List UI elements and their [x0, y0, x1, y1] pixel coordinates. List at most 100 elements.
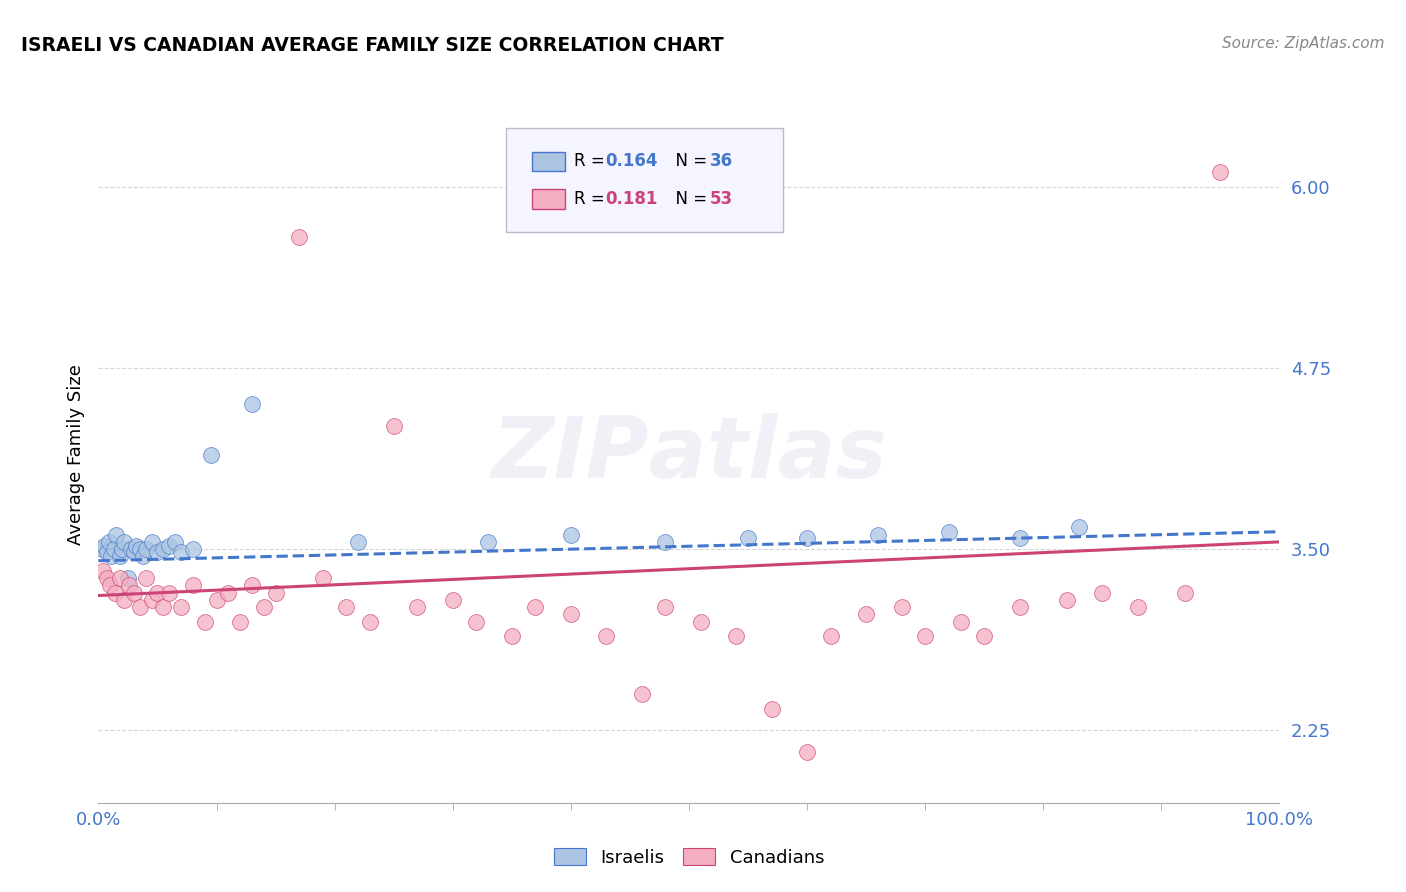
Point: [654, 535, 676, 549]
Point: [406, 600, 429, 615]
Text: R =: R =: [575, 153, 610, 170]
Point: [122, 585, 145, 599]
Point: [128, 542, 150, 557]
Text: Source: ZipAtlas.com: Source: ZipAtlas.com: [1222, 36, 1385, 51]
Point: [725, 629, 748, 643]
Point: [1209, 165, 1232, 179]
Point: [264, 585, 287, 599]
Point: [477, 535, 499, 549]
Point: [117, 571, 139, 585]
Point: [217, 585, 239, 599]
Point: [132, 549, 155, 564]
Point: [135, 542, 157, 557]
Point: [157, 585, 180, 599]
Point: [146, 545, 169, 559]
Point: [112, 535, 135, 549]
Point: [91, 564, 114, 578]
Point: [1174, 585, 1197, 599]
Point: [141, 535, 163, 549]
Point: [761, 701, 783, 715]
Point: [359, 615, 381, 629]
Point: [229, 615, 252, 629]
Point: [441, 593, 464, 607]
Point: [820, 629, 842, 643]
Point: [121, 542, 143, 557]
Point: [524, 600, 547, 615]
Point: [560, 527, 582, 541]
Point: [105, 527, 128, 541]
Point: [630, 687, 652, 701]
Point: [125, 539, 148, 553]
Text: R =: R =: [575, 190, 610, 208]
Point: [165, 535, 187, 549]
Point: [98, 535, 121, 549]
Text: 0.181: 0.181: [605, 190, 658, 208]
Point: [737, 531, 759, 545]
Point: [938, 524, 960, 539]
Point: [170, 600, 193, 615]
Point: [152, 600, 174, 615]
Text: ISRAELI VS CANADIAN AVERAGE FAMILY SIZE CORRELATION CHART: ISRAELI VS CANADIAN AVERAGE FAMILY SIZE …: [21, 36, 724, 54]
Point: [135, 571, 157, 585]
Point: [866, 527, 889, 541]
Text: N =: N =: [665, 153, 713, 170]
Text: 0.164: 0.164: [605, 153, 658, 170]
Point: [146, 585, 169, 599]
Point: [111, 542, 134, 557]
Bar: [531, 152, 565, 171]
Point: [1008, 600, 1031, 615]
Point: [796, 531, 818, 545]
Point: [1056, 593, 1078, 607]
Point: [194, 615, 217, 629]
Point: [103, 542, 125, 557]
Point: [100, 549, 122, 564]
Point: [205, 593, 228, 607]
Point: [170, 545, 193, 559]
Text: 53: 53: [710, 190, 734, 208]
Point: [1067, 520, 1090, 534]
Bar: [531, 189, 565, 209]
Point: [181, 578, 204, 592]
Point: [93, 539, 115, 553]
Point: [1126, 600, 1149, 615]
Point: [1008, 531, 1031, 545]
Point: [181, 542, 204, 557]
Point: [253, 600, 276, 615]
Legend: Israelis, Canadians: Israelis, Canadians: [547, 840, 831, 874]
Point: [200, 448, 222, 462]
Point: [382, 419, 405, 434]
Point: [91, 542, 114, 557]
Point: [108, 571, 131, 585]
Point: [240, 397, 263, 411]
Text: ZIP​atlas: ZIP​atlas: [491, 413, 887, 497]
Point: [1091, 585, 1114, 599]
Point: [96, 571, 118, 585]
Point: [128, 600, 150, 615]
Point: [108, 549, 131, 564]
Point: [104, 585, 127, 599]
Point: [689, 615, 711, 629]
Y-axis label: Average Family Size: Average Family Size: [66, 365, 84, 545]
Text: N =: N =: [665, 190, 713, 208]
Point: [973, 629, 995, 643]
Point: [335, 600, 357, 615]
Point: [112, 593, 135, 607]
Point: [654, 600, 676, 615]
Point: [595, 629, 617, 643]
Point: [465, 615, 488, 629]
Point: [855, 607, 877, 622]
Point: [949, 615, 972, 629]
Point: [560, 607, 582, 622]
Point: [312, 571, 335, 585]
Point: [96, 545, 118, 559]
Point: [152, 542, 174, 557]
Point: [157, 539, 180, 553]
FancyBboxPatch shape: [506, 128, 783, 232]
Point: [240, 578, 263, 592]
Point: [796, 745, 818, 759]
Point: [141, 593, 163, 607]
Text: 36: 36: [710, 153, 734, 170]
Point: [288, 230, 311, 244]
Point: [122, 545, 145, 559]
Point: [118, 578, 141, 592]
